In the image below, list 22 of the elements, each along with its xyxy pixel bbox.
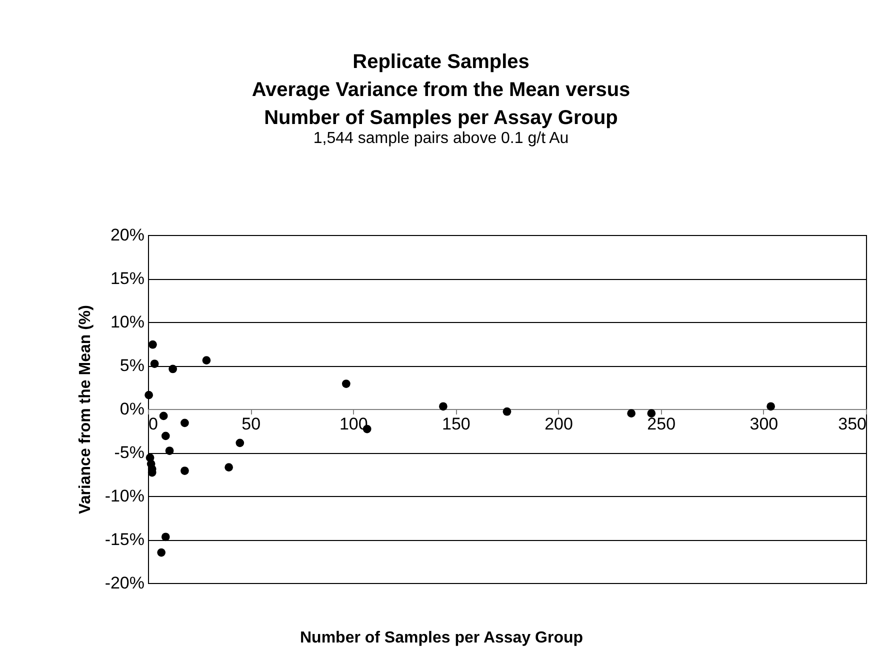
x-tick-label: 150 <box>442 414 470 434</box>
x-tick-label: 250 <box>647 414 676 434</box>
y-tick-label: 0% <box>120 400 144 418</box>
chart-subtitle: 1,544 sample pairs above 0.1 g/t Au <box>313 130 569 147</box>
y-tick-label: 10% <box>110 312 144 332</box>
text: Replicate Samples <box>352 51 530 73</box>
y-axis-title: Variance from the Mean (%) <box>76 305 94 514</box>
x-tick-label: 200 <box>544 414 573 434</box>
x-tick-label: 300 <box>750 414 778 434</box>
y-tick-label: -15% <box>104 530 144 549</box>
x-tick-label: 350 <box>838 414 866 434</box>
y-tick-label: -10% <box>104 486 144 506</box>
x-tick-label: 0 <box>148 414 158 434</box>
x-tick-label: 50 <box>242 414 261 434</box>
text: Average Variance from the Mean versus <box>252 79 630 101</box>
x-axis-title: Number of Samples per Assay Group <box>300 630 584 646</box>
y-tick-label: 20% <box>110 226 144 244</box>
y-tick-label: -5% <box>114 443 144 462</box>
y-tick-label: 5% <box>120 356 144 375</box>
y-tick-label: -20% <box>104 574 144 592</box>
text: Number of Samples per Assay Group <box>264 107 618 129</box>
y-tick-label: 15% <box>110 269 144 288</box>
